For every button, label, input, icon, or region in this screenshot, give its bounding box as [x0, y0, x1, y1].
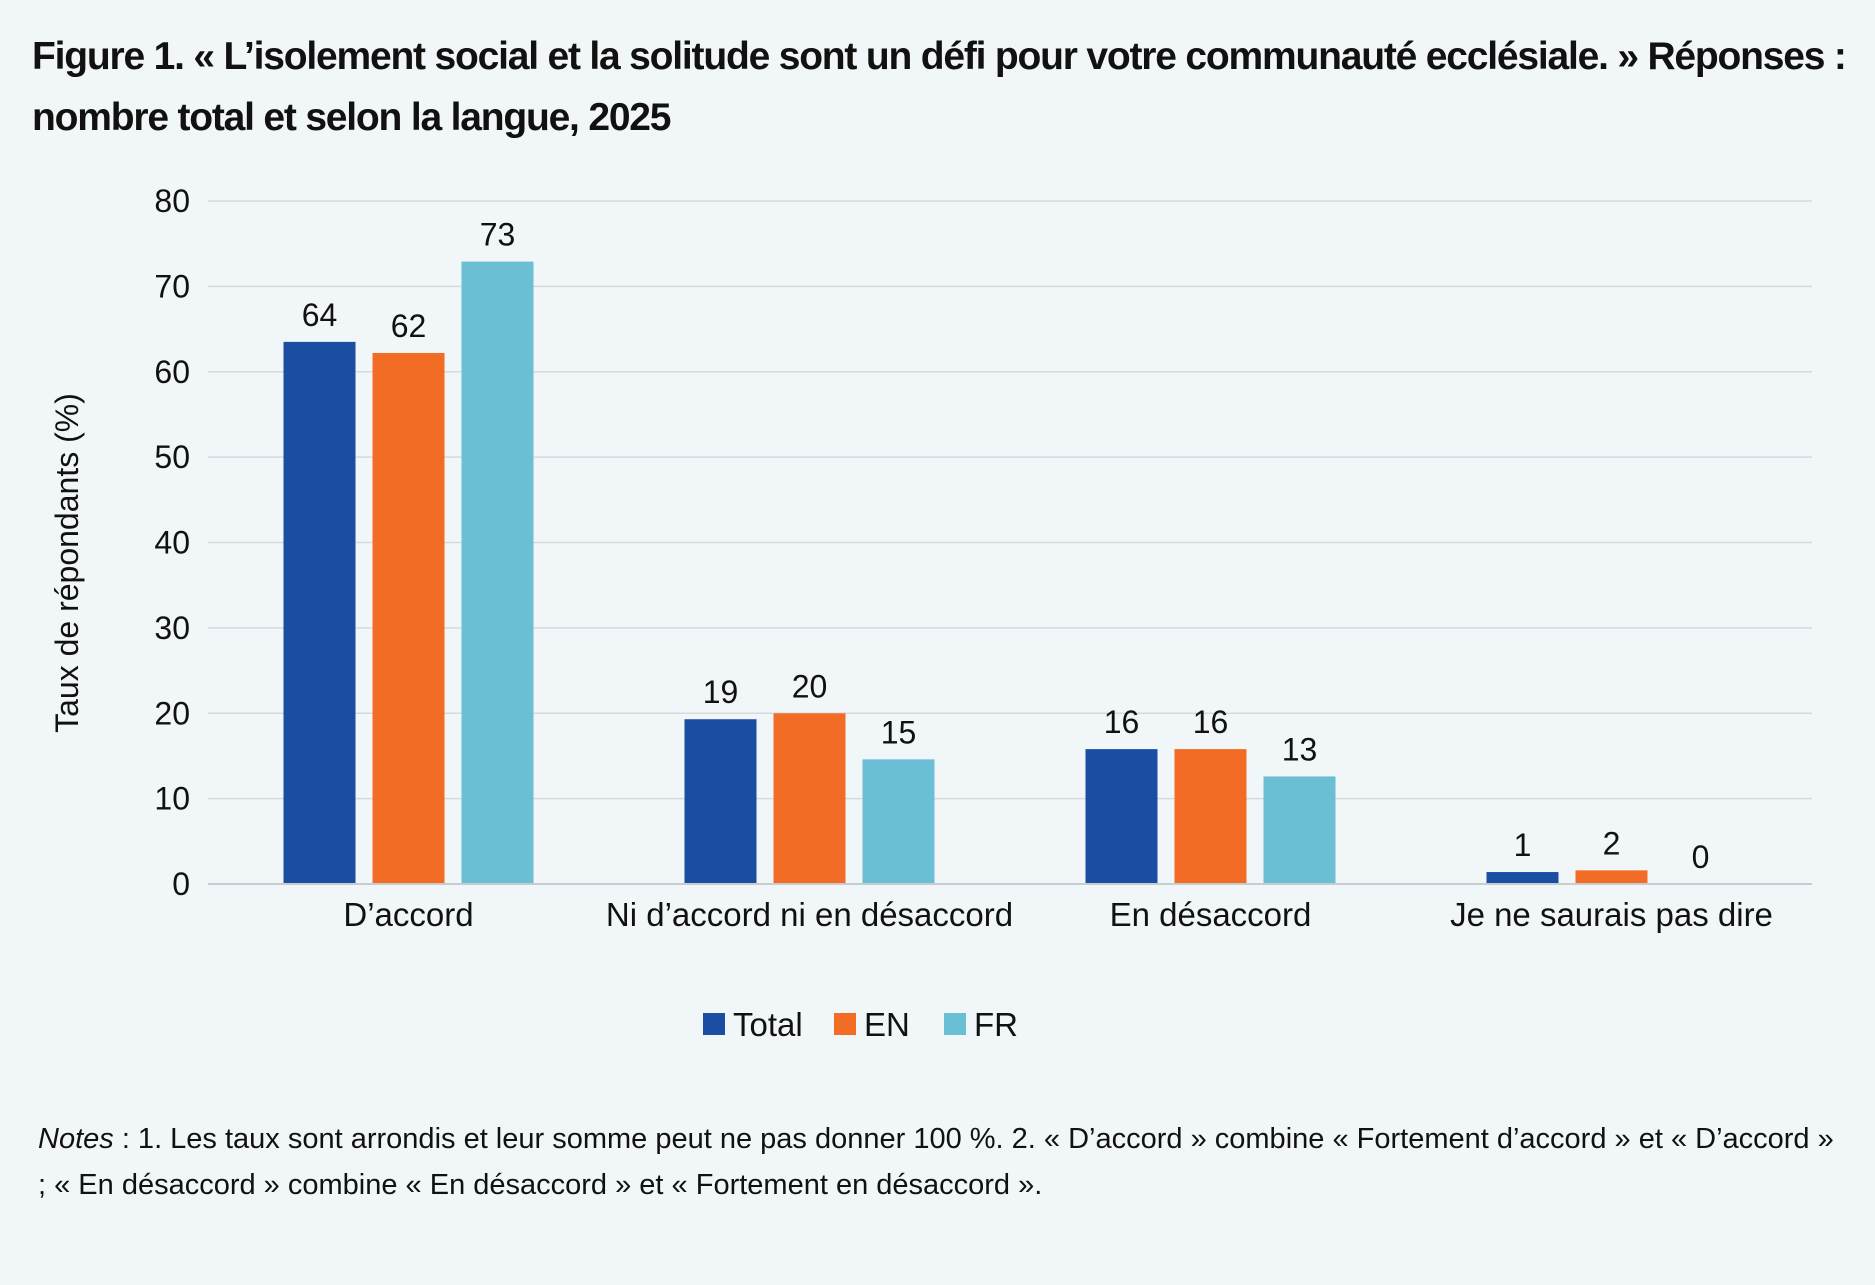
bar-fr	[862, 759, 935, 884]
data-label: 1	[1514, 827, 1532, 863]
category-label: Ni d’accord ni en désaccord	[606, 896, 1013, 933]
y-tick-label: 50	[154, 439, 190, 475]
notes-text: : 1. Les taux sont arrondis et leur somm…	[38, 1123, 1834, 1201]
legend-swatch-fr	[944, 1013, 966, 1035]
legend-label-total: Total	[733, 1006, 803, 1043]
bar-en	[773, 713, 846, 884]
chart-title: Figure 1. « L’isolement social et la sol…	[32, 35, 1847, 139]
data-label: 64	[302, 297, 338, 333]
notes-label: Notes	[38, 1123, 114, 1155]
data-label: 16	[1104, 704, 1140, 740]
data-label: 13	[1282, 731, 1318, 767]
bar-fr	[461, 261, 534, 885]
y-axis-ticks: 0 10 20 30 40 50 60 70 80	[154, 183, 190, 902]
y-tick-label: 60	[154, 354, 190, 390]
bar-total	[1085, 749, 1158, 884]
y-tick-label: 20	[154, 695, 190, 731]
legend-label-en: EN	[864, 1006, 910, 1043]
data-label: 19	[703, 674, 739, 710]
y-tick-label: 70	[154, 268, 190, 304]
data-label: 0	[1692, 839, 1710, 875]
bar-total	[283, 341, 356, 884]
legend: Total EN FR	[703, 1006, 1018, 1043]
data-label: 62	[391, 308, 427, 344]
data-label: 2	[1603, 825, 1621, 861]
bar-en	[372, 352, 445, 884]
y-tick-label: 30	[154, 610, 190, 646]
data-label: 73	[480, 217, 516, 253]
y-tick-label: 40	[154, 525, 190, 561]
y-tick-label: 0	[172, 866, 190, 902]
data-label: 20	[792, 668, 828, 704]
y-axis-label: Taux de répondants (%)	[49, 393, 85, 733]
y-tick-label: 10	[154, 781, 190, 817]
y-tick-label: 80	[154, 183, 190, 219]
bar-en	[1575, 870, 1648, 884]
data-label: 16	[1193, 704, 1229, 740]
legend-swatch-en	[834, 1013, 856, 1035]
category-label: En désaccord	[1110, 896, 1312, 933]
bar-total	[684, 719, 757, 884]
bar-fr	[1263, 776, 1336, 884]
category-labels: D’accord Ni d’accord ni en désaccord En dé…	[343, 896, 1773, 933]
category-label: Je ne saurais pas dire	[1450, 896, 1773, 933]
legend-swatch-total	[703, 1013, 725, 1035]
bars	[283, 261, 1648, 885]
legend-label-fr: FR	[974, 1006, 1018, 1043]
bar-en	[1174, 749, 1247, 884]
bar-total	[1486, 872, 1559, 884]
bar-chart: 0 10 20 30 40 50 60 70 80 64 62 73 19 20 15 16 16 13 1 2 0 …	[49, 183, 1812, 1043]
category-label: D’accord	[343, 896, 473, 933]
data-label: 15	[881, 714, 917, 750]
chart-notes: Notes : 1. Les taux sont arrondis et leu…	[38, 1116, 1838, 1208]
gridlines	[208, 200, 1812, 800]
